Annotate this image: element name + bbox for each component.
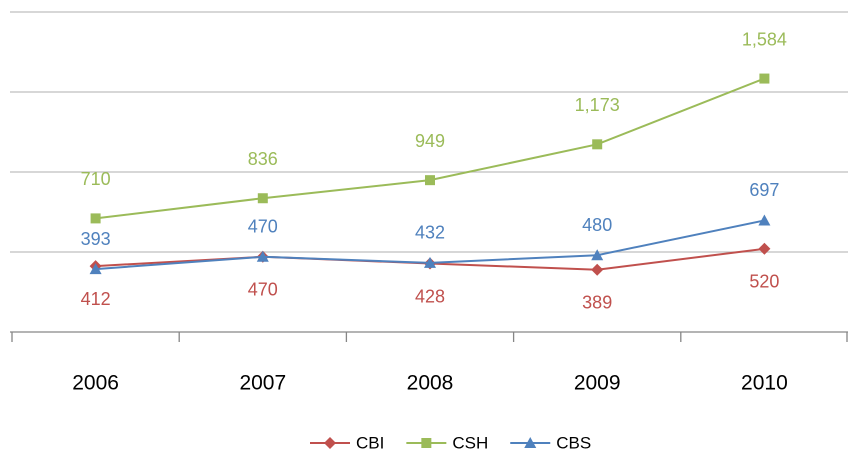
- legend-marker: [421, 438, 432, 448]
- data-label: 428: [415, 286, 445, 306]
- legend-marker: [524, 437, 537, 448]
- data-point: [257, 193, 268, 204]
- legend-marker: [324, 437, 336, 449]
- data-point: [592, 139, 603, 150]
- data-point: [89, 263, 102, 275]
- data-point: [758, 214, 771, 226]
- data-point: [591, 249, 604, 261]
- data-point: [424, 256, 436, 268]
- data-point: [256, 250, 269, 262]
- legend-label: CSH: [452, 433, 488, 452]
- data-label: 1,584: [742, 29, 787, 49]
- data-label: 470: [248, 280, 278, 300]
- data-label: 393: [81, 229, 111, 249]
- data-point: [90, 213, 101, 224]
- data-label: 520: [749, 272, 779, 292]
- x-tick-label: 2006: [72, 372, 119, 395]
- x-tick-label: 2007: [239, 372, 286, 395]
- data-label: 480: [582, 215, 612, 235]
- data-label: 1,173: [575, 95, 620, 115]
- data-label: 710: [81, 169, 111, 189]
- data-label: 949: [415, 131, 445, 151]
- data-point: [758, 242, 771, 255]
- legend-label: CBI: [356, 433, 384, 452]
- data-label: 432: [415, 223, 445, 243]
- data-point: [425, 175, 435, 186]
- data-point: [591, 263, 604, 276]
- data-label: 389: [582, 293, 612, 313]
- x-tick-label: 2008: [407, 372, 454, 395]
- x-tick-label: 2009: [574, 372, 621, 395]
- x-tick-label: 2010: [741, 372, 788, 395]
- data-point: [759, 73, 770, 84]
- legend-label: CBS: [556, 433, 591, 452]
- data-label: 412: [81, 289, 111, 309]
- data-label: 836: [248, 149, 278, 169]
- data-label: 697: [749, 180, 779, 200]
- data-label: 470: [248, 217, 278, 237]
